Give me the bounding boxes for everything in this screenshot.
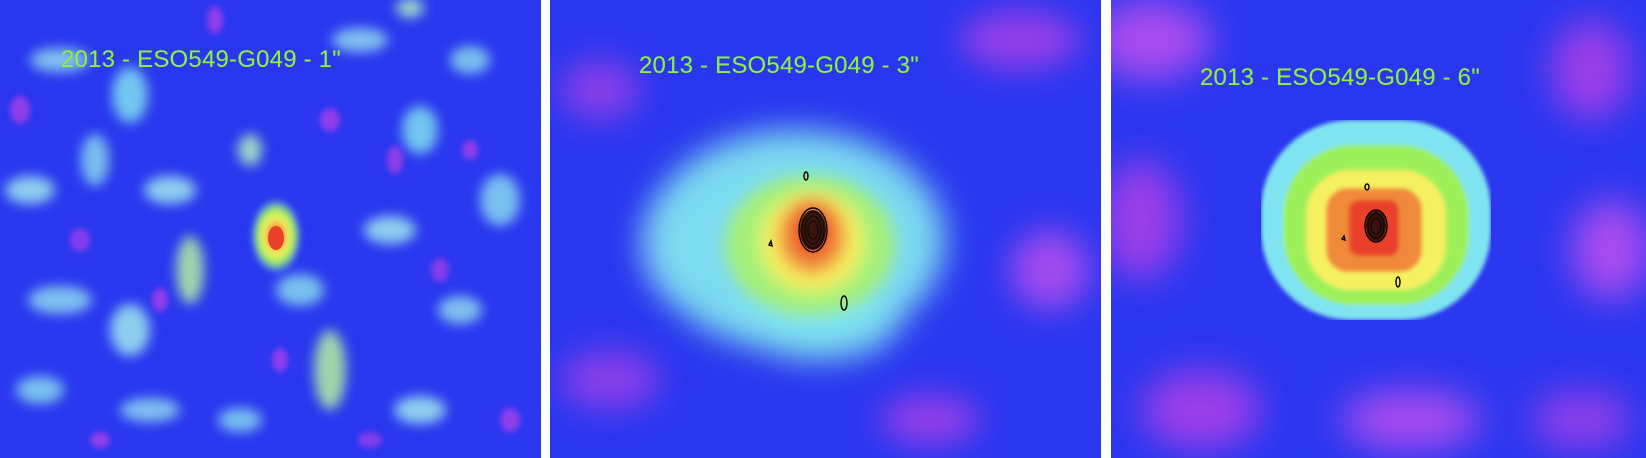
panel-label: 2013 - ESO549-G049 - 6" [1200,64,1480,91]
image-panel-6arcsec: 2013 - ESO549-G049 - 6" [1111,0,1646,458]
image-panel-1arcsec: 2013 - ESO549-G049 - 1" [0,0,541,458]
radio-map-3arcsec [550,0,1101,458]
panel-label: 2013 - ESO549-G049 - 3" [639,52,919,79]
panel-label: 2013 - ESO549-G049 - 1" [61,46,341,73]
radio-map-1arcsec [0,0,541,458]
radio-map-6arcsec [1111,0,1646,458]
image-panel-3arcsec: 2013 - ESO549-G049 - 3" [550,0,1101,458]
